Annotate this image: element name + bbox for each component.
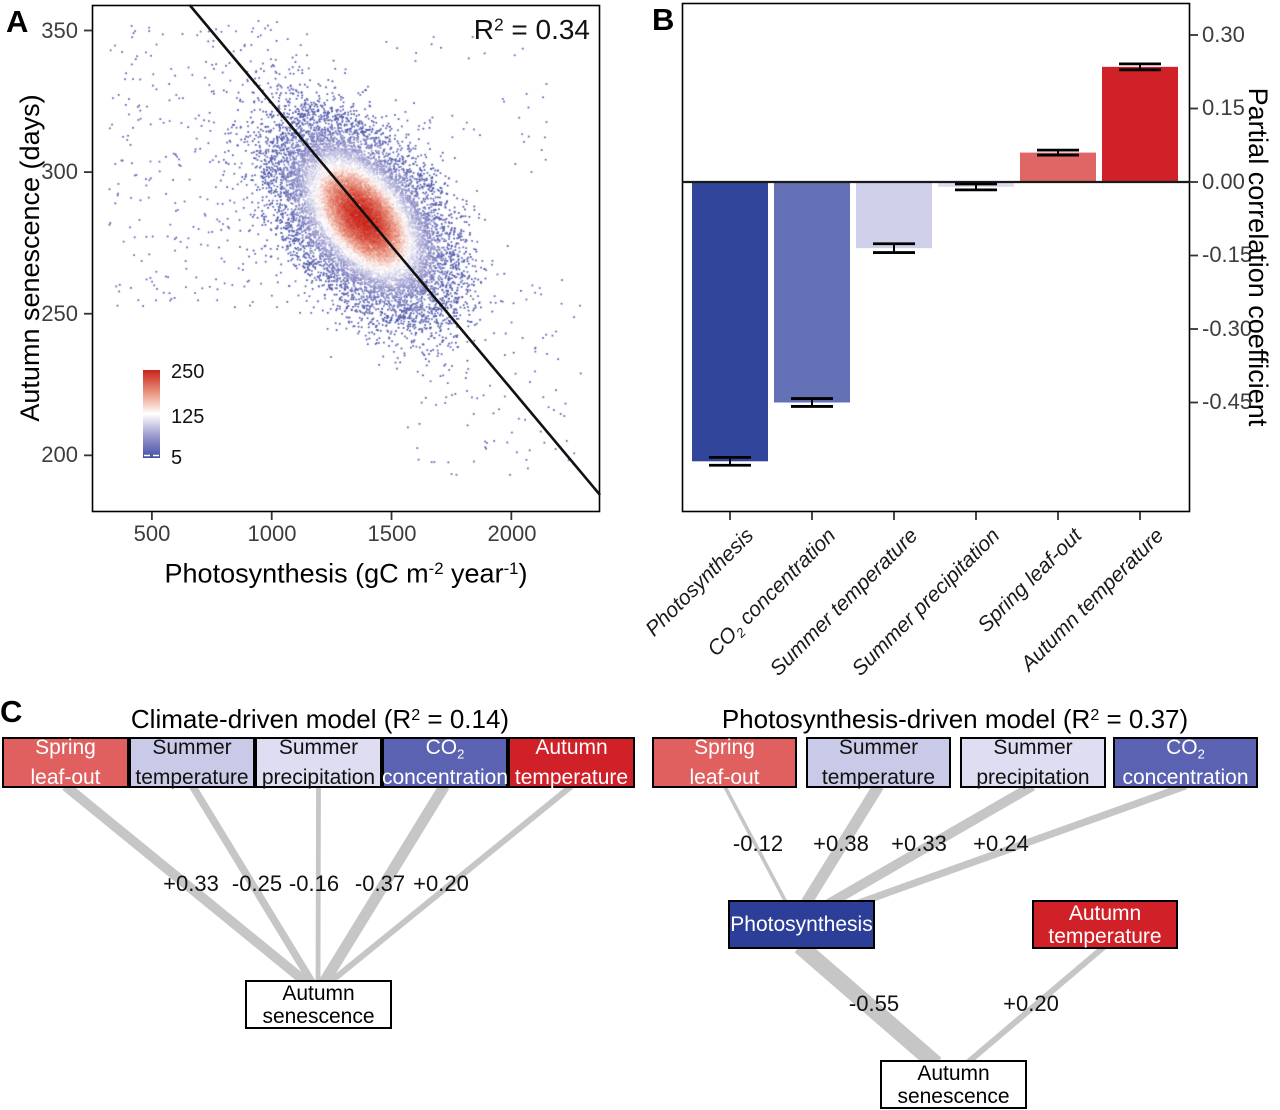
left-box-spring-leaf-out: Spring leaf-out (2, 736, 129, 789)
b-bar-5 (1102, 66, 1178, 182)
right-edge-2 (815, 781, 1035, 915)
a-colorbar-tick-250: 250 (171, 361, 205, 383)
panel-b-label: B (652, 2, 675, 37)
right-coef-spring-leaf-out: -0.12 (732, 831, 784, 856)
right-box-summer-temperature: Summer temperature (806, 736, 951, 789)
right-box-spring-leaf-out: Spring leaf-out (652, 736, 797, 789)
a-ytick-350: 350 (41, 18, 78, 43)
right-box-autumn-temperature: Autumn temperature (1032, 900, 1178, 949)
left-edge-4 (316, 783, 574, 995)
left-box-summer-precipitation: Summer precipitation (255, 736, 382, 789)
left-box-autumn-temperature: Autumn temperature (508, 736, 635, 789)
a-colorbar (143, 370, 160, 458)
left-coef-spring-leaf-out: +0.33 (163, 871, 219, 896)
left-coef-co2-concentration: -0.37 (354, 871, 406, 896)
right-edge-photosynthesis-outcome (794, 939, 942, 1071)
b-ytick-m045: -0.45 (1202, 389, 1253, 414)
c-right-title: Photosynthesis-driven model (R2 = 0.37) (721, 704, 1189, 735)
right-coef-summer-precipitation: +0.33 (891, 831, 947, 856)
left-edge-3 (313, 783, 450, 995)
b-bar-4 (1020, 152, 1096, 182)
left-edge-0 (62, 782, 322, 996)
a-x-axis-title: Photosynthesis (gC m-2 year-1) (164, 558, 528, 589)
density-scatter-canvas (92, 5, 600, 512)
a-regression-line (188, 4, 601, 496)
left-coef-autumn-temperature: +0.20 (413, 871, 469, 896)
b-ytick-m030: -0.30 (1202, 316, 1253, 341)
a-xtick-1000: 1000 (247, 521, 297, 546)
left-box-summer-temperature: Summer temperature (129, 736, 255, 789)
a-colorbar-tick-125: 125 (171, 406, 205, 428)
right-edge-3 (843, 782, 1187, 912)
b-ytick-m015: -0.15 (1202, 242, 1253, 267)
right-edge-0 (722, 785, 790, 907)
panel-a-label: A (6, 4, 29, 39)
b-bar-0 (692, 182, 768, 462)
right-edge-1 (798, 783, 884, 911)
a-colorbar-tick-5: 5 (171, 447, 183, 469)
b-y-axis-title: Partial correlation coefficient (1243, 87, 1273, 427)
left-outcome-autumn-senescence: Autumn senescence (245, 980, 392, 1029)
a-ytick-200: 200 (41, 442, 78, 467)
a-xtick-1500: 1500 (367, 521, 417, 546)
b-bar-1 (774, 182, 850, 403)
b-ytick-015: 0.15 (1202, 95, 1245, 120)
right-coef-photosynthesis: -0.55 (848, 991, 900, 1016)
a-xtick-2000: 2000 (487, 521, 537, 546)
left-coef-summer-temperature: -0.25 (231, 871, 283, 896)
left-box-co2-concentration: CO2 concentration (381, 736, 509, 789)
right-coef-autumn-temperature: +0.20 (1003, 991, 1059, 1016)
panel-c-label: C (0, 694, 23, 729)
a-r-squared-annotation: R2 = 0.34 (473, 14, 590, 45)
b-ytick-000: 0.00 (1202, 169, 1245, 194)
a-ytick-300: 300 (41, 159, 78, 184)
right-edge-autumn-temp-outcome (964, 943, 1107, 1067)
b-plot-frame (681, 2, 1191, 513)
c-left-title: Climate-driven model (R2 = 0.14) (130, 704, 510, 735)
a-y-axis-title: Autumn senescence (days) (15, 94, 45, 422)
b-bar-2 (856, 182, 932, 249)
right-outcome-autumn-senescence: Autumn senescence (880, 1060, 1027, 1109)
right-coef-co2-concentration: +0.24 (973, 831, 1029, 856)
a-xtick-500: 500 (133, 521, 171, 546)
right-box-co2-concentration: CO2 concentration (1113, 736, 1258, 789)
right-box-photosynthesis: Photosynthesis (728, 900, 875, 949)
left-coef-summer-precipitation: -0.16 (288, 871, 340, 896)
left-edge-2 (315, 785, 321, 993)
b-ytick-030: 0.30 (1202, 22, 1245, 47)
left-edge-1 (189, 784, 322, 994)
right-box-summer-precipitation: Summer precipitation (960, 736, 1106, 789)
right-coef-summer-temperature: +0.38 (813, 831, 869, 856)
a-plot-frame (91, 4, 601, 513)
a-ytick-250: 250 (41, 301, 78, 326)
